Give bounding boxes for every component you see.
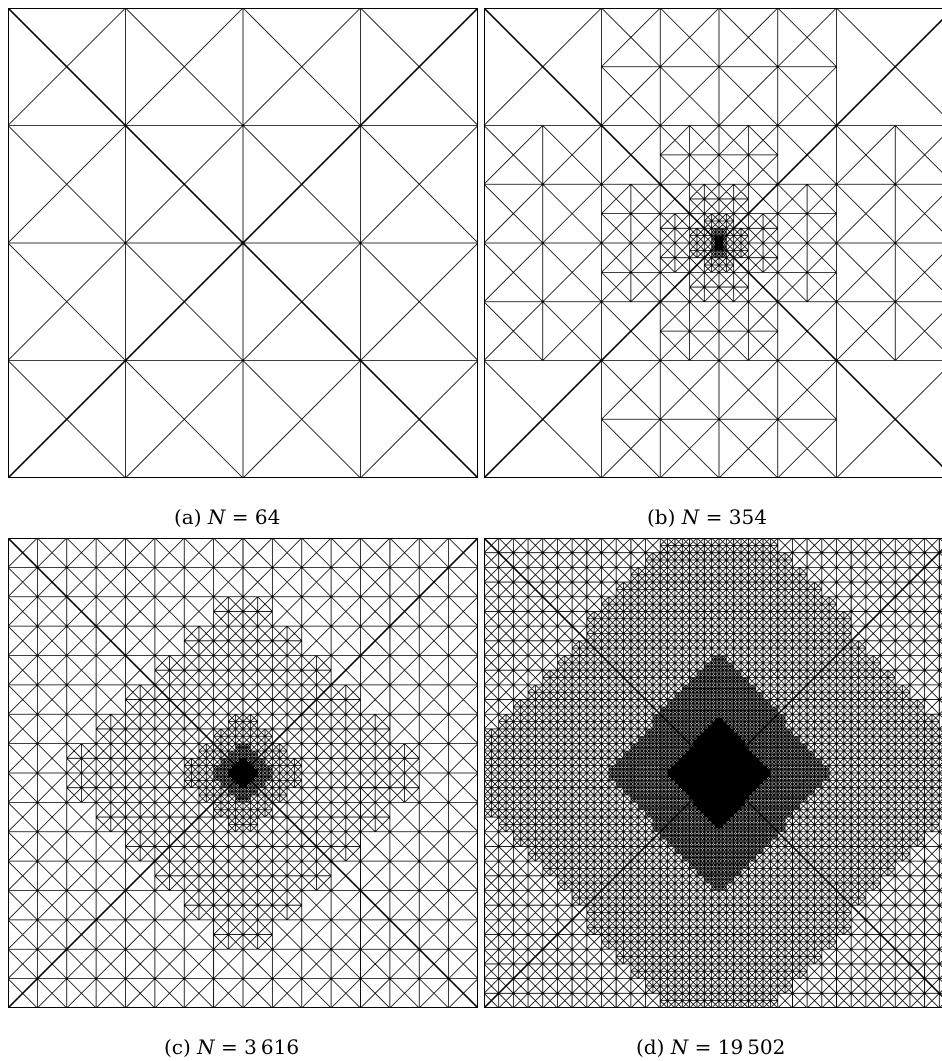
- caption-c-n: N: [197, 1035, 215, 1059]
- caption-b-eq: =: [705, 505, 723, 529]
- caption-a-eq: =: [231, 505, 249, 529]
- mesh-d-cell-group-11: [718, 779, 735, 906]
- mesh-d-cell-group-0: [484, 538, 588, 1008]
- mesh-d-cell-group-14: [747, 538, 779, 1008]
- mesh-b: [484, 8, 942, 478]
- mesh-b-border: [484, 8, 942, 478]
- mesh-d-cell-group-2: [615, 538, 676, 1008]
- mesh-d-cell-group-5: [689, 750, 705, 847]
- caption-d-value: 19 502: [717, 1035, 786, 1059]
- caption-b-value: 354: [728, 505, 767, 529]
- caption-c-tag: (c): [164, 1035, 191, 1059]
- mesh-b-cell-group-0: [484, 8, 942, 478]
- caption-c-eq: =: [221, 1035, 238, 1059]
- mesh-d-cell-group-1: [571, 538, 632, 1008]
- mesh-a: [8, 8, 478, 478]
- mesh-d-svg: [484, 538, 942, 1008]
- mesh-c-border: [8, 538, 478, 1008]
- mesh-a-diagonals: [8, 8, 478, 478]
- caption-a-value: 64: [254, 505, 281, 529]
- mesh-d-diagonals: [484, 538, 942, 1008]
- caption-c: (c) N = 3 616: [164, 1035, 299, 1059]
- mesh-d-cells: [484, 538, 942, 1008]
- mesh-d-cell-group-18: [924, 538, 942, 1008]
- caption-d-n: N: [670, 1035, 689, 1059]
- mesh-d-border: [484, 538, 942, 1008]
- mesh-a-svg: [8, 8, 478, 478]
- mesh-b-cells: [484, 8, 942, 478]
- mesh-d: [484, 538, 942, 1008]
- mesh-c-diagonals: [8, 538, 478, 1008]
- mesh-c-svg: [8, 538, 478, 1008]
- caption-d-eq: =: [694, 1035, 712, 1059]
- mesh-a-border: [8, 8, 478, 478]
- caption-a: (a) N = 64: [174, 505, 280, 529]
- caption-c-value: 3 616: [244, 1035, 300, 1059]
- caption-d-tag: (d): [636, 1035, 665, 1059]
- mesh-d-cell-group-15: [762, 538, 808, 1008]
- mesh-d-cell-group-8: [703, 779, 720, 877]
- caption-b-n: N: [681, 505, 700, 529]
- mesh-c-cell-group-0: [8, 538, 244, 1008]
- caption-a-tag: (a): [174, 505, 202, 529]
- mesh-b-svg: [484, 8, 942, 478]
- caption-b-tag: (b): [647, 505, 676, 529]
- caption-d: (d) N = 19 502: [636, 1035, 785, 1059]
- mesh-c: [8, 538, 478, 1008]
- mesh-b-diagonals: [484, 8, 942, 478]
- mesh-c-cell-group-1: [213, 538, 391, 1008]
- mesh-d-cell-group-17: [836, 538, 940, 1008]
- caption-b: (b) N = 354: [647, 505, 767, 529]
- caption-a-n: N: [207, 505, 226, 529]
- mesh-d-cell-group-16: [792, 538, 852, 1008]
- mesh-d-cell-group-3: [659, 538, 691, 1008]
